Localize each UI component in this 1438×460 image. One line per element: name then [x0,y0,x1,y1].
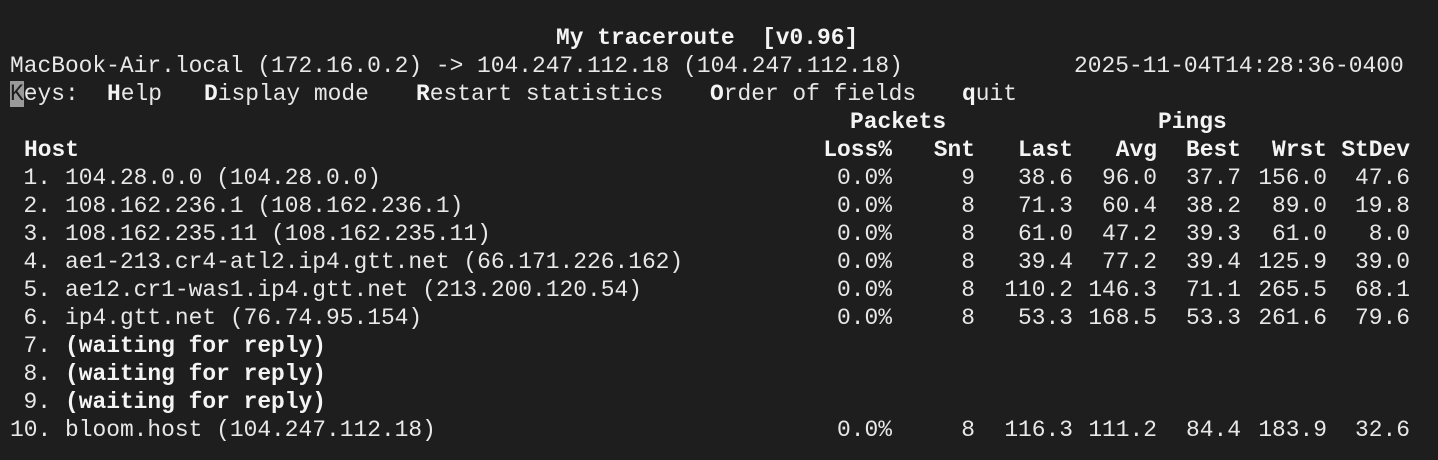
hop-avg: 60.4 [1102,193,1157,219]
column-header-best: Best [1186,137,1241,163]
hop-number: 10. [10,417,52,443]
hop-stdev: 32.6 [1355,417,1410,443]
keys-bar: Keys: [10,80,79,108]
hop-number: 8. [23,361,51,387]
hop-avg: 146.3 [1088,277,1157,303]
hop-stdev: 79.6 [1355,305,1410,331]
hop-snt: 8 [961,417,975,443]
hop-best: 53.3 [1186,305,1241,331]
hop-wrst: 183.9 [1258,417,1327,443]
packets-group-header: Packets [850,109,947,135]
hop-avg: 168.5 [1088,305,1157,331]
hop-number: 4. [23,249,51,275]
hop-snt: 8 [961,193,975,219]
column-header-wrst: Wrst [1272,137,1327,163]
hop-avg: 96.0 [1102,165,1157,191]
hop-loss: 0.0% [837,305,892,331]
hop-best: 39.4 [1186,249,1241,275]
hop-last: 110.2 [1004,277,1073,303]
hop-last: 39.4 [1018,249,1073,275]
hop-number: 7. [23,333,51,359]
hop-snt: 8 [961,249,975,275]
hop-host: (waiting for reply) [65,389,326,415]
column-header-last: Last [1018,137,1073,163]
hop-number: 1. [23,165,51,191]
column-header-snt: Snt [933,137,975,163]
hop-loss: 0.0% [837,249,892,275]
hop-last: 116.3 [1004,417,1073,443]
column-header-host: Host [24,137,79,163]
hop-wrst: 156.0 [1258,165,1327,191]
hop-host: 108.162.235.11 (108.162.235.11) [65,221,491,247]
hop-last: 38.6 [1018,165,1073,191]
hop-host: ae12.cr1-was1.ip4.gtt.net (213.200.120.5… [65,277,642,303]
hop-host: 104.28.0.0 (104.28.0.0) [65,165,381,191]
hop-last: 61.0 [1018,221,1073,247]
hop-wrst: 61.0 [1272,221,1327,247]
hop-snt: 8 [961,221,975,247]
app-title: My traceroute [v0.96] [556,25,859,51]
hop-stdev: 8.0 [1368,221,1410,247]
hop-best: 38.2 [1186,193,1241,219]
hop-snt: 8 [961,305,975,331]
hop-best: 39.3 [1186,221,1241,247]
hop-snt: 8 [961,277,975,303]
hop-stdev: 19.8 [1355,193,1410,219]
hop-number: 9. [23,389,51,415]
hop-loss: 0.0% [837,221,892,247]
hop-best: 84.4 [1186,417,1241,443]
hop-loss: 0.0% [837,193,892,219]
column-header-avg: Avg [1115,137,1157,163]
column-header-loss: Loss% [823,137,892,163]
key-display-mode[interactable]: Display mode [204,81,369,107]
hop-host: ae1-213.cr4-atl2.ip4.gtt.net (66.171.226… [65,249,684,275]
keys-label: eys: [23,81,79,107]
timestamp: 2025-11-04T14:28:36-0400 [1074,53,1404,79]
key-restart-statistics[interactable]: Restart statistics [416,81,664,107]
hop-host: (waiting for reply) [65,333,326,359]
hop-loss: 0.0% [837,277,892,303]
hop-wrst: 125.9 [1258,249,1327,275]
key-help[interactable]: Help [107,81,162,107]
hop-wrst: 89.0 [1272,193,1327,219]
route-info: MacBook-Air.local (172.16.0.2) -> 104.24… [10,53,903,79]
key-order-of-fields[interactable]: Order of fields [710,81,917,107]
hop-stdev: 47.6 [1355,165,1410,191]
hop-number: 2. [23,193,51,219]
hop-host: (waiting for reply) [65,361,326,387]
pings-group-header: Pings [1158,109,1227,135]
hop-loss: 0.0% [837,165,892,191]
hop-wrst: 261.6 [1258,305,1327,331]
hop-last: 53.3 [1018,305,1073,331]
hop-host: ip4.gtt.net (76.74.95.154) [65,305,423,331]
hop-number: 5. [23,277,51,303]
hop-host: 108.162.236.1 (108.162.236.1) [65,193,464,219]
hop-snt: 9 [961,165,975,191]
hop-host: bloom.host (104.247.112.18) [65,417,436,443]
hop-number: 6. [23,305,51,331]
cursor: K [10,81,24,107]
hop-stdev: 39.0 [1355,249,1410,275]
hop-avg: 77.2 [1102,249,1157,275]
hop-best: 71.1 [1186,277,1241,303]
hop-last: 71.3 [1018,193,1073,219]
hop-avg: 47.2 [1102,221,1157,247]
hop-loss: 0.0% [837,417,892,443]
hop-best: 37.7 [1186,165,1241,191]
key-quit[interactable]: quit [962,81,1017,107]
column-header-stdev: StDev [1341,137,1410,163]
hop-stdev: 68.1 [1355,277,1410,303]
hop-avg: 111.2 [1088,417,1157,443]
hop-number: 3. [23,221,51,247]
hop-wrst: 265.5 [1258,277,1327,303]
